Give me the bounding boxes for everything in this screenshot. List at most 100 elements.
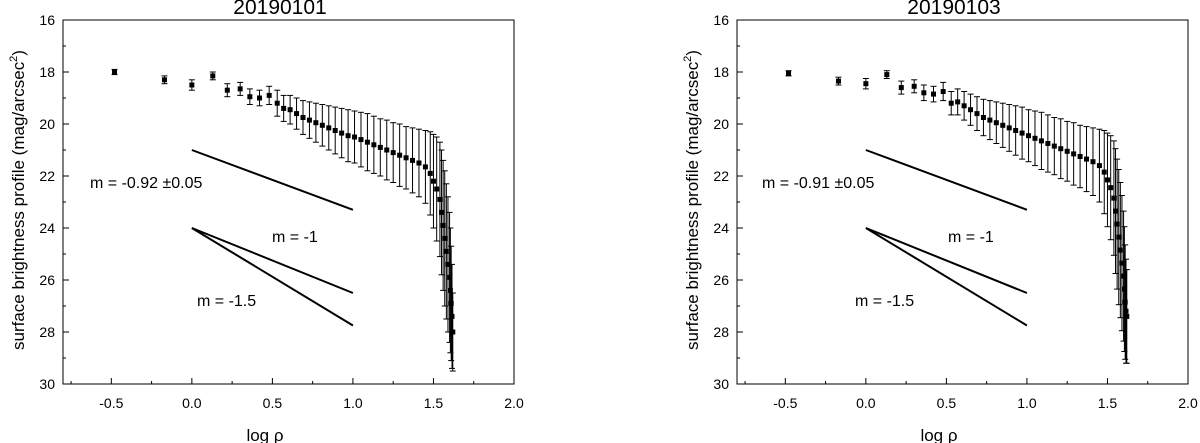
data-point bbox=[863, 81, 869, 87]
data-point bbox=[1116, 234, 1122, 240]
x-axis-label: log ρ bbox=[246, 426, 283, 443]
data-point bbox=[326, 125, 332, 131]
data-point bbox=[430, 178, 436, 184]
chart-title: 20190101 bbox=[233, 0, 326, 19]
x-tick-label: 0.5 bbox=[263, 395, 283, 411]
annotation-slope-fit: m = -0.91 ±0.05 bbox=[762, 175, 875, 192]
reference-line bbox=[865, 227, 1028, 294]
data-point bbox=[384, 147, 390, 153]
data-point bbox=[1123, 308, 1129, 314]
data-point bbox=[437, 196, 443, 202]
data-point bbox=[294, 111, 300, 117]
chart-title: 20190103 bbox=[907, 0, 1000, 19]
data-point bbox=[940, 89, 946, 94]
data-point bbox=[948, 100, 954, 106]
data-point bbox=[1000, 122, 1006, 128]
y-axis-label-superscript: 2 bbox=[8, 56, 20, 62]
x-tick-label: 1.5 bbox=[424, 395, 444, 411]
data-point bbox=[1032, 135, 1038, 141]
data-point bbox=[440, 222, 446, 228]
data-point bbox=[447, 287, 453, 293]
data-point bbox=[397, 152, 403, 158]
data-point bbox=[921, 90, 927, 96]
data-point bbox=[1090, 159, 1096, 165]
data-point bbox=[345, 133, 351, 139]
data-point bbox=[1108, 185, 1114, 191]
y-tick-label: 18 bbox=[39, 64, 55, 80]
data-point bbox=[358, 137, 364, 143]
data-point bbox=[237, 86, 243, 92]
data-point bbox=[447, 274, 453, 280]
reference-line bbox=[191, 227, 354, 327]
data-point bbox=[427, 170, 433, 176]
chart-panel-20190103: 20190103 log ρ surface brightness profil… bbox=[682, 0, 1198, 443]
data-point bbox=[1006, 125, 1012, 131]
data-point bbox=[257, 95, 263, 101]
x-tick-label: 1.0 bbox=[1017, 395, 1037, 411]
data-point bbox=[410, 157, 416, 163]
data-point bbox=[1121, 286, 1127, 292]
data-point bbox=[1058, 146, 1064, 152]
data-point bbox=[445, 261, 451, 267]
data-point bbox=[961, 103, 967, 109]
data-point bbox=[980, 115, 986, 120]
data-point bbox=[1013, 128, 1019, 133]
data-point bbox=[332, 128, 338, 133]
x-tick-label: 0.0 bbox=[182, 395, 202, 411]
data-point bbox=[439, 209, 445, 215]
data-point bbox=[422, 164, 428, 170]
y-tick-label: 20 bbox=[39, 116, 55, 132]
y-tick-label: 26 bbox=[713, 272, 729, 288]
x-tick-label: 1.0 bbox=[343, 395, 363, 411]
y-tick-label: 30 bbox=[39, 376, 55, 392]
data-point bbox=[1084, 156, 1090, 162]
data-point bbox=[987, 117, 993, 123]
data-point bbox=[1051, 143, 1057, 149]
data-point bbox=[390, 150, 396, 156]
data-point bbox=[1045, 141, 1051, 146]
data-point bbox=[339, 130, 345, 136]
y-axis-label: surface brightness profile (mag/arcsec2) bbox=[682, 50, 702, 350]
x-tick-label: 1.5 bbox=[1098, 395, 1118, 411]
data-point bbox=[112, 69, 118, 75]
x-tick-label: 0.5 bbox=[937, 395, 957, 411]
data-point bbox=[449, 313, 455, 319]
data-point bbox=[364, 139, 370, 145]
data-point bbox=[1113, 208, 1119, 214]
annotation-slope-fit: m = -0.92 ±0.05 bbox=[90, 175, 203, 192]
data-point bbox=[1111, 195, 1117, 201]
data-point bbox=[1124, 313, 1130, 319]
data-point bbox=[352, 134, 358, 140]
y-axis-label-close: ) bbox=[683, 50, 702, 56]
data-point bbox=[1121, 273, 1127, 279]
data-point bbox=[224, 87, 230, 93]
data-point bbox=[266, 92, 272, 98]
chart-panel-20190101: 20190101 log ρ surface brightness profil… bbox=[8, 0, 524, 443]
data-point bbox=[931, 91, 937, 97]
data-point bbox=[377, 144, 383, 150]
annotation-slope-1: m = -1 bbox=[948, 229, 994, 246]
data-point bbox=[287, 107, 293, 113]
data-point bbox=[993, 120, 999, 126]
y-tick-label: 24 bbox=[713, 220, 729, 236]
data-point bbox=[1117, 247, 1123, 253]
y-tick-label: 16 bbox=[39, 12, 55, 28]
data-point bbox=[371, 142, 377, 148]
y-tick-label: 28 bbox=[39, 324, 55, 340]
reference-line bbox=[865, 149, 1028, 211]
reference-line bbox=[191, 149, 354, 211]
data-point bbox=[281, 105, 287, 111]
data-point bbox=[1019, 130, 1025, 136]
data-point bbox=[1122, 299, 1128, 305]
data-point bbox=[1077, 154, 1083, 159]
data-point bbox=[247, 94, 253, 100]
data-point bbox=[443, 248, 449, 254]
data-point bbox=[1119, 260, 1125, 266]
data-point bbox=[448, 300, 454, 306]
y-axis-label-superscript: 2 bbox=[682, 56, 694, 62]
data-point bbox=[210, 73, 216, 79]
data-point bbox=[1038, 138, 1044, 144]
y-tick-label: 26 bbox=[39, 272, 55, 288]
data-point bbox=[300, 115, 306, 120]
